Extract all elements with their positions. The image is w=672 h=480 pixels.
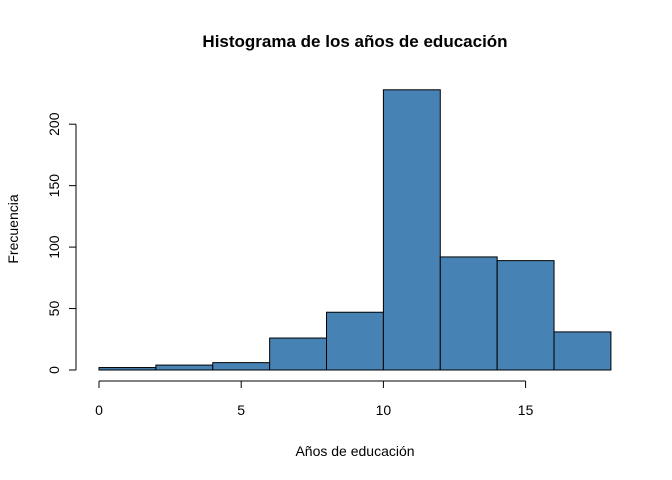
histogram-bar-7 bbox=[496, 260, 555, 371]
x-tick-label-0: 0 bbox=[95, 402, 103, 418]
histogram-bar-2 bbox=[212, 362, 271, 371]
x-axis-label: Años de educación bbox=[295, 443, 414, 459]
x-tick-label-5: 5 bbox=[237, 402, 245, 418]
y-axis-label: Frecuencia bbox=[5, 194, 21, 263]
y-tick-label-150: 150 bbox=[46, 174, 62, 198]
x-tick-label-15: 15 bbox=[518, 402, 534, 418]
y-tick-label-50: 50 bbox=[46, 301, 62, 317]
histogram-bar-6 bbox=[439, 256, 498, 371]
y-tick-label-100: 100 bbox=[46, 235, 62, 259]
histogram-bar-3 bbox=[269, 337, 328, 371]
y-axis: 0 50 100 150 200 bbox=[46, 112, 77, 374]
x-axis: 0 5 10 15 bbox=[95, 380, 534, 418]
histogram-bar-1 bbox=[155, 364, 214, 371]
histogram-bar-8 bbox=[553, 331, 612, 371]
histogram-bar-5 bbox=[382, 89, 441, 371]
y-tick-label-0: 0 bbox=[46, 366, 62, 374]
bars-group bbox=[98, 89, 612, 371]
histogram-bar-0 bbox=[98, 367, 157, 371]
chart-title: Histograma de los años de educación bbox=[202, 32, 507, 51]
y-tick-label-200: 200 bbox=[46, 112, 62, 136]
histogram-bar-4 bbox=[326, 311, 384, 371]
x-tick-label-10: 10 bbox=[376, 402, 392, 418]
